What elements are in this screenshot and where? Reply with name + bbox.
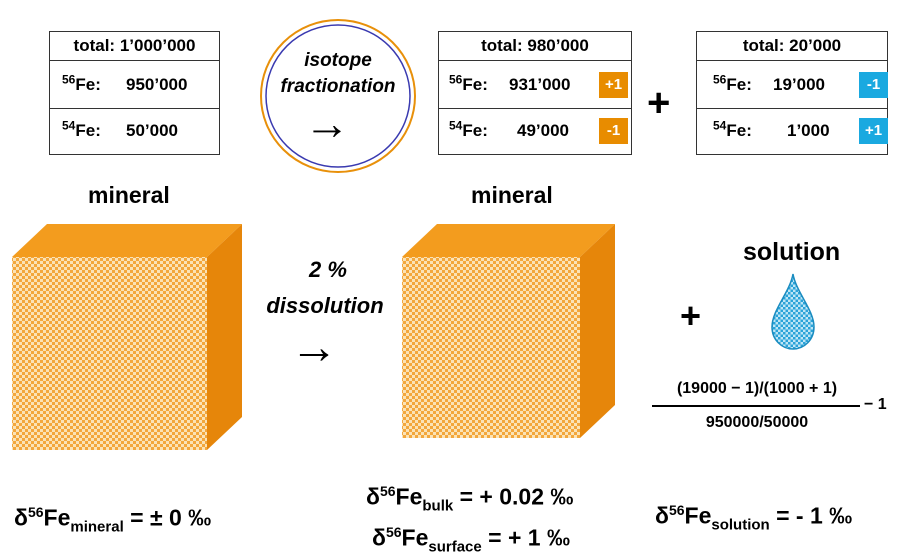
fe54-change-badge: +1 xyxy=(859,118,888,144)
fe56-change-badge: +1 xyxy=(599,72,628,98)
delta-mineral: δ56Femineral = ± 0 ‰ xyxy=(14,504,212,536)
dissolution-percent: 2 % xyxy=(309,257,347,282)
total-box-solution: total: 20’000 56Fe: 19’000 -1 54Fe: 1’00… xyxy=(696,31,888,155)
fe54-row: 54Fe: 1’000 +1 xyxy=(697,109,888,153)
delta-bulk: δ56Febulk = + 0.02 ‰ xyxy=(366,483,574,515)
box-total-label: total: 20’000 xyxy=(697,32,887,61)
fe56-value: 19’000 xyxy=(773,75,825,94)
fe56-row: 56Fe: 19’000 -1 xyxy=(697,62,888,109)
fractionation-line1: isotope xyxy=(304,50,372,71)
mineral-cube-left xyxy=(12,224,242,450)
delta-surface: δ56Fesurface = + 1 ‰ xyxy=(372,524,570,556)
fe56-isotope: 56 xyxy=(62,72,76,87)
fe56-label: Fe: xyxy=(462,75,488,94)
ratio-fraction-bar xyxy=(652,405,860,407)
delta-solution: δ56Fesolution = - 1 ‰ xyxy=(655,502,853,534)
fe54-value: 49’000 xyxy=(517,121,569,140)
fe54-isotope: 54 xyxy=(62,118,76,133)
fe54-row: 54Fe: 50’000 xyxy=(50,109,219,153)
fe56-isotope: 56 xyxy=(713,72,727,87)
fractionation-arrow-icon: → xyxy=(304,97,350,149)
fe54-label: Fe: xyxy=(75,121,101,140)
fe56-label: Fe: xyxy=(726,75,752,94)
dissolution-arrow-icon: → xyxy=(290,321,338,374)
fe56-isotope: 56 xyxy=(449,72,463,87)
fractionation-circle xyxy=(260,19,416,173)
plus-sign-top: + xyxy=(647,81,671,125)
fe54-value: 1’000 xyxy=(787,121,830,140)
fe54-row: 54Fe: 49’000 -1 xyxy=(439,109,631,153)
fe56-value: 931’000 xyxy=(509,75,571,94)
ratio-denominator: 950000/50000 xyxy=(705,414,809,431)
total-box-initial: total: 1’000’000 56Fe: 950’000 54Fe: 50’… xyxy=(49,31,220,155)
fe56-label: Fe: xyxy=(75,75,101,94)
box-total-label: total: 980’000 xyxy=(439,32,631,61)
fe54-isotope: 54 xyxy=(713,118,727,133)
fe54-isotope: 54 xyxy=(449,118,463,133)
fe56-change-badge: -1 xyxy=(859,72,888,98)
mineral-label-right: mineral xyxy=(471,182,553,208)
fe54-value: 50’000 xyxy=(126,121,178,140)
plus-sign-solution: + xyxy=(680,295,702,336)
mineral-cube-right xyxy=(402,224,615,438)
fe54-label: Fe: xyxy=(726,121,752,140)
mineral-label-left: mineral xyxy=(88,182,170,208)
fractionation-line2: fractionation xyxy=(280,76,396,97)
ratio-suffix: − 1 xyxy=(864,396,887,413)
solution-label: solution xyxy=(743,238,841,266)
dissolution-label: dissolution xyxy=(266,293,384,318)
ratio-numerator: (19000 − 1)/(1000 + 1) xyxy=(676,380,838,397)
fe56-value: 950’000 xyxy=(126,75,188,94)
total-box-mineral-after: total: 980’000 56Fe: 931’000 +1 54Fe: 49… xyxy=(438,31,632,155)
fe54-label: Fe: xyxy=(462,121,488,140)
fe56-row: 56Fe: 950’000 xyxy=(50,62,219,109)
water-drop-icon xyxy=(771,273,815,350)
fe54-change-badge: -1 xyxy=(599,118,628,144)
box-total-label: total: 1’000’000 xyxy=(50,32,219,61)
fe56-row: 56Fe: 931’000 +1 xyxy=(439,62,631,109)
